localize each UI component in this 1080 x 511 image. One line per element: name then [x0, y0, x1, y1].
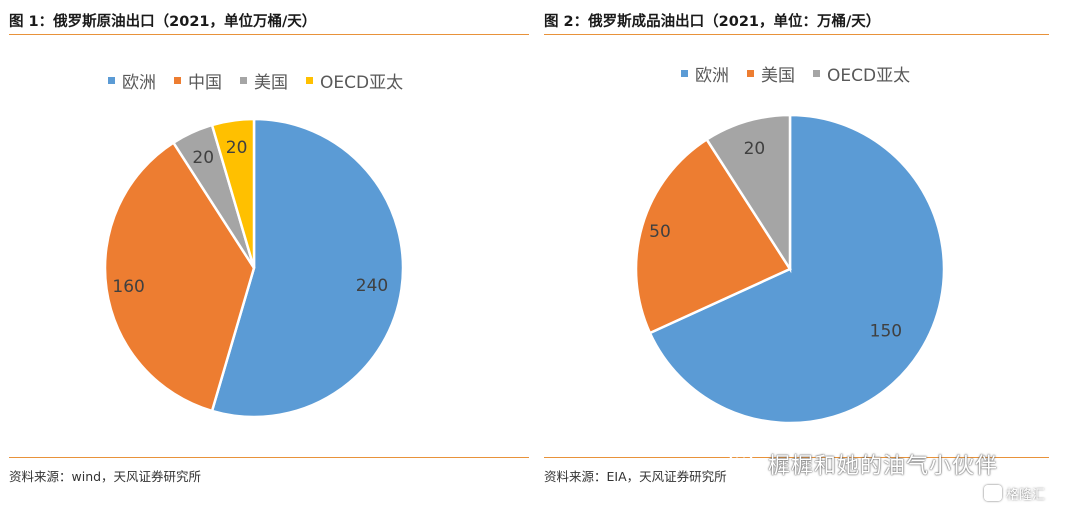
chart-title: 图 1：俄罗斯原油出口（2021，单位万桶/天）	[9, 14, 317, 30]
source-note: 资料来源：EIA，天风证券研究所	[544, 469, 727, 484]
legend-item: OECD亚太	[813, 61, 910, 86]
chart-panel-crude: 图 1：俄罗斯原油出口（2021，单位万桶/天） 240 160 20 20 欧洲 中国…	[9, 14, 529, 484]
legend-item: 美国	[240, 68, 288, 93]
pie-slice-中国	[103, 140, 256, 413]
chart-title: 图 2：俄罗斯成品油出口（2021，单位：万桶/天）	[544, 14, 881, 30]
data-label: 240	[356, 276, 388, 296]
legend-item: 美国	[747, 61, 795, 86]
watermark-text: 樨樨和她的油气小伙伴	[768, 454, 999, 479]
chart-legend: 欧洲 美国 OECD亚太	[681, 61, 910, 86]
data-label: 20	[226, 138, 248, 158]
pie-slice-OECD亚太	[705, 113, 792, 274]
data-label: 20	[744, 139, 766, 159]
source-divider	[544, 457, 1049, 458]
legend-label: OECD亚太	[320, 73, 404, 93]
data-label: 160	[112, 277, 144, 297]
legend-label: 欧洲	[122, 73, 156, 93]
chart-legend: 欧洲 中国 美国 OECD亚太	[108, 68, 403, 93]
data-label: 50	[649, 222, 671, 242]
source-note: 资料来源：wind，天风证券研究所	[9, 469, 202, 484]
legend-item: 中国	[174, 68, 222, 93]
legend-swatch	[240, 77, 247, 84]
brand-text: 格隆汇	[1006, 488, 1046, 503]
legend-item: 欧洲	[681, 61, 729, 86]
pie-chart-products: 150 50 20	[634, 113, 946, 425]
legend-swatch	[306, 77, 313, 84]
pie-slice-欧洲	[648, 113, 946, 425]
legend-swatch	[108, 77, 115, 84]
legend-swatch	[813, 70, 820, 77]
pie-slice-OECD亚太	[210, 117, 256, 269]
gelonghui-logo-icon	[984, 485, 1002, 501]
data-label: 150	[870, 322, 902, 342]
legend-label: 美国	[761, 66, 795, 86]
legend-label: 中国	[188, 73, 222, 93]
data-label: 20	[192, 148, 214, 168]
legend-swatch	[174, 77, 181, 84]
title-divider	[544, 34, 1049, 35]
legend-item: OECD亚太	[306, 68, 403, 93]
legend-swatch	[747, 70, 754, 77]
source-divider	[9, 457, 529, 458]
wechat-icon	[729, 451, 760, 474]
pie-slice-欧洲	[210, 117, 405, 419]
pie-chart-crude: 240 160 20 20	[103, 117, 405, 419]
legend-label: OECD亚太	[827, 66, 911, 86]
chart-panel-products: 图 2：俄罗斯成品油出口（2021，单位：万桶/天） 150 50 20 欧洲 美国 O…	[540, 0, 1080, 511]
legend-swatch	[681, 70, 688, 77]
legend-label: 美国	[254, 73, 288, 93]
legend-item: 欧洲	[108, 68, 156, 93]
title-divider	[9, 34, 529, 35]
pie-slice-美国	[634, 137, 792, 335]
legend-label: 欧洲	[695, 66, 729, 86]
